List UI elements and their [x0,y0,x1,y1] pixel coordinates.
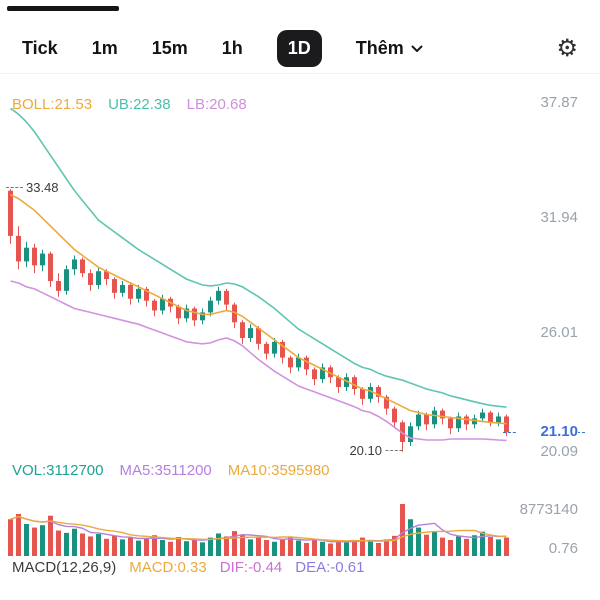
tab-tick[interactable]: Tick [22,38,58,58]
dea-value-label: DEA:-0.61 [295,559,365,576]
boll-indicator-row: BOLL:21.53 UB:22.38 LB:20.68 [12,96,247,113]
tab-1h[interactable]: 1h [221,38,243,58]
macd-params-label: MACD(12,26,9) [12,559,117,576]
price-axis-label-4: 20.09 [540,443,578,460]
tab-1d[interactable]: 1D [276,30,322,67]
high-annotation: 33.48 [6,180,59,195]
settings-button[interactable]: ⚙ [556,34,578,62]
ub-label: UB:22.38 [108,96,171,113]
gear-icon: ⚙ [556,34,578,62]
tab-15m[interactable]: 15m [151,38,188,58]
more-timeframes-dropdown[interactable]: Thêm [356,38,423,59]
high-annotation-value: 33.48 [26,180,59,196]
macd-value-label: MACD:0.33 [129,559,207,576]
more-label: Thêm [355,38,404,58]
macd-indicator-row: MACD(12,26,9) MACD:0.33 DIF:-0.44 DEA:-0… [12,559,364,576]
volume-axis-min-label: 0.76 [548,540,578,557]
price-axis-label-1: 37.87 [540,94,578,111]
chevron-down-icon [411,45,423,52]
price-axis-label-3: 26.01 [540,324,578,341]
volume-indicator-row: VOL:3112700 MA5:3511200 MA10:3595980 [12,462,330,479]
top-loading-bar [7,6,119,11]
price-candlestick-chart[interactable] [0,90,600,462]
current-price-label: 21.10 [516,422,578,442]
low-annotation-dash [385,449,402,451]
volume-axis-max-label: 8773140 [519,501,578,518]
high-annotation-dash [6,187,23,189]
vol-ma10-label: MA10:3595980 [227,462,330,479]
low-annotation-value: 20.10 [349,442,382,458]
vol-ma5-label: MA5:3511200 [119,462,212,479]
timeframe-tab-bar: Tick 1m 15m 1h 1D Thêm ⚙ [0,24,600,74]
price-axis-label-2: 31.94 [540,209,578,226]
boll-label: BOLL:21.53 [12,96,93,113]
tab-1m[interactable]: 1m [91,38,118,58]
low-annotation: 20.10 [349,443,402,458]
volume-bar-chart[interactable] [0,492,600,558]
lb-label: LB:20.68 [186,96,247,113]
dif-value-label: DIF:-0.44 [219,559,283,576]
vol-label: VOL:3112700 [12,462,104,479]
